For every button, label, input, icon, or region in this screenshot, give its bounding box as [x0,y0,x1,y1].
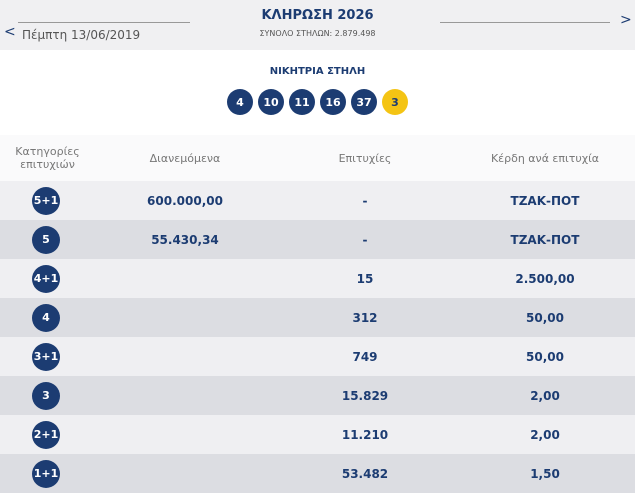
category-cell: 4+1 [31,259,61,298]
winners-cell: 53.482 [341,466,389,481]
winners-cell: 312 [352,310,378,325]
table-row: 4+1 15 2.500,00 [0,259,635,298]
category-badge: 3+1 [32,342,60,371]
category-badge: 5+1 [32,186,60,215]
category-cell: 2+1 [31,415,61,454]
winners-cell: 15 [356,271,374,286]
prize-cell: 1,50 [530,466,560,481]
table-row: 2+1 11.210 2,00 [0,415,635,454]
winners-cell: - [362,232,368,247]
category-badge: 3 [32,381,60,410]
distributed-cell: 55.430,34 [151,232,219,247]
table-row: 5 55.430,34 - ΤΖΑΚ-ΠΟΤ [0,220,635,259]
category-cell: 1+1 [31,454,61,493]
prize-cell: 2,00 [530,388,560,403]
table-row: 3+1 749 50,00 [0,337,635,376]
category-cell: 4 [31,298,61,337]
prize-cell: 50,00 [526,349,564,364]
table-row: 4 312 50,00 [0,298,635,337]
column-header: Επιτυχίες [338,151,392,165]
draw-title: ΚΛΗΡΩΣΗ 2026 [261,8,374,23]
next-arrow[interactable]: > [620,12,632,28]
column-header: Κατηγορίες επιτυχιών [15,145,80,171]
number-ball: 4 [227,89,253,115]
prize-cell: ΤΖΑΚ-ΠΟΤ [510,232,580,247]
category-badge: 4 [32,303,60,332]
category-badge: 4+1 [32,264,60,293]
number-ball: 10 [258,89,284,115]
category-cell: 5+1 [31,181,61,220]
prize-cell: 2.500,00 [515,271,575,286]
table-row: 1+1 53.482 1,50 [0,454,635,493]
column-header: Διανεμόμενα [149,151,221,165]
winners-cell: 11.210 [341,427,389,442]
prize-cell: 2,00 [530,427,560,442]
category-cell: 3 [31,376,61,415]
draw-subtitle: ΣΥΝΟΛΟ ΣΤΗΛΩΝ: 2.879.498 [259,29,376,38]
distributed-cell: 600.000,00 [147,193,223,208]
draw-date: Πέμπτη 13/06/2019 [22,28,141,42]
category-cell: 5 [31,220,61,259]
category-badge: 2+1 [32,420,60,449]
winners-cell: 749 [352,349,378,364]
prize-cell: 50,00 [526,310,564,325]
winners-cell: 15.829 [341,388,389,403]
table-row: 5+1 600.000,00 - ΤΖΑΚ-ΠΟΤ [0,181,635,220]
number-ball: 37 [351,89,377,115]
category-cell: 3+1 [31,337,61,376]
category-badge: 1+1 [32,459,60,488]
divider [18,22,190,23]
header-bar: < Πέμπτη 13/06/2019 ΚΛΗΡΩΣΗ 2026 ΣΥΝΟΛΟ … [0,0,635,50]
table-row: 3 15.829 2,00 [0,376,635,415]
number-ball: 16 [320,89,346,115]
column-header: Κέρδη ανά επιτυχία [490,151,600,165]
table-header [0,135,635,181]
category-badge: 5 [32,225,60,254]
divider [440,22,610,23]
winning-label: ΝΙΚΗΤΡΙΑ ΣΤΗΛΗ [269,66,366,77]
winners-cell: - [362,193,368,208]
number-ball: 11 [289,89,315,115]
prize-cell: ΤΖΑΚ-ΠΟΤ [510,193,580,208]
bonus-ball: 3 [382,89,408,115]
prev-arrow[interactable]: < [4,24,16,40]
